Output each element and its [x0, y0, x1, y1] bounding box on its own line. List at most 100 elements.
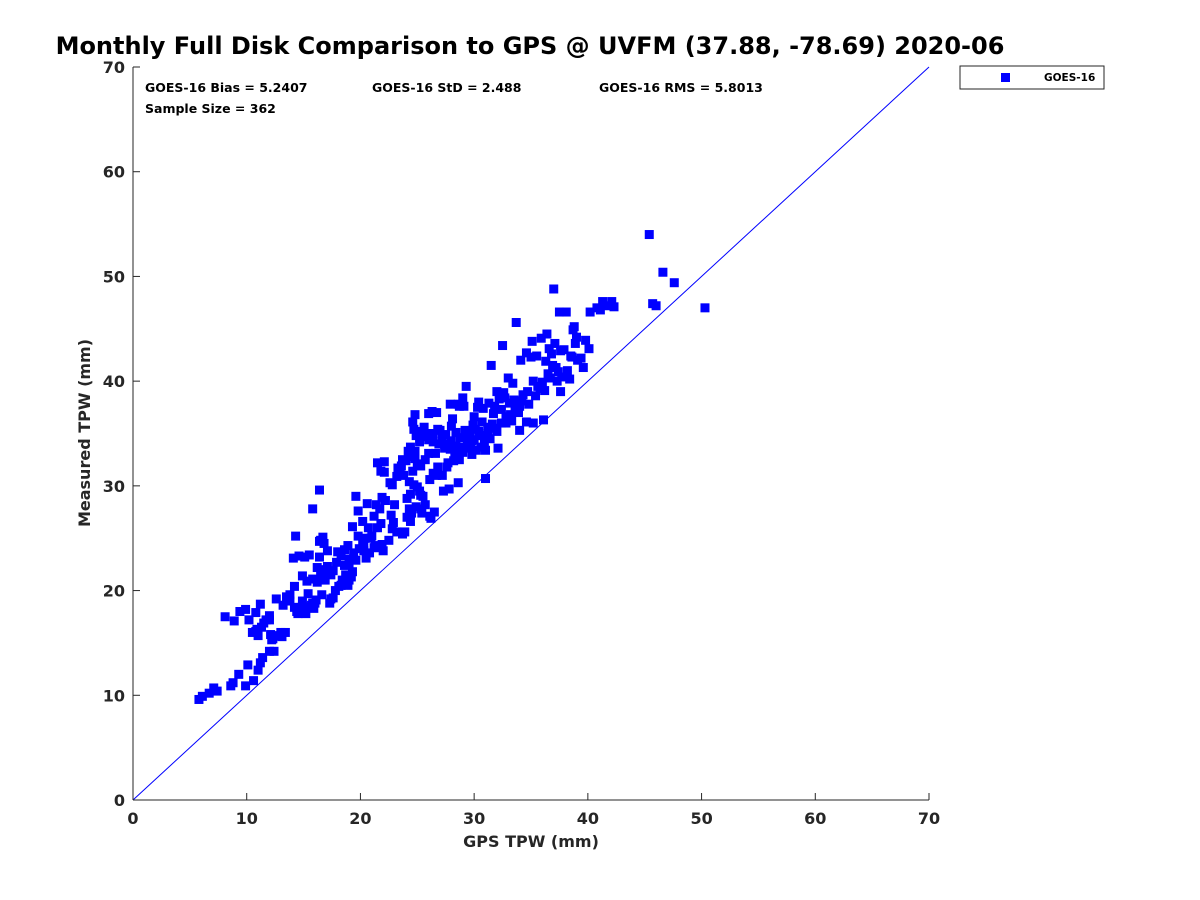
data-point — [410, 454, 420, 464]
legend-label: GOES-16 — [1044, 72, 1095, 84]
data-point — [328, 566, 338, 576]
data-point — [552, 376, 562, 386]
data-point — [276, 627, 286, 637]
data-point — [492, 387, 502, 397]
data-point — [528, 376, 538, 386]
data-point — [473, 402, 483, 412]
data-point — [585, 307, 595, 317]
data-point — [428, 437, 438, 447]
data-point — [448, 414, 458, 424]
data-point — [328, 593, 338, 603]
data-point — [380, 496, 390, 506]
data-point — [486, 360, 496, 370]
data-point — [561, 307, 571, 317]
data-point — [247, 627, 257, 637]
data-point — [372, 458, 382, 468]
data-point — [518, 390, 528, 400]
data-point — [405, 489, 415, 499]
data-point — [454, 455, 464, 465]
data-point — [405, 452, 415, 462]
data-point — [440, 443, 450, 453]
y-tick-label: 50 — [103, 267, 125, 286]
data-point — [501, 412, 511, 422]
data-point — [454, 401, 464, 411]
data-point — [527, 336, 537, 346]
data-point — [409, 424, 419, 434]
data-point — [535, 383, 545, 393]
data-point — [264, 611, 274, 621]
data-point — [496, 404, 506, 414]
data-point — [469, 412, 479, 422]
data-point — [363, 523, 373, 533]
data-point — [347, 567, 357, 577]
data-point — [384, 535, 394, 545]
data-point — [340, 560, 350, 570]
data-point — [609, 302, 619, 312]
data-point — [584, 344, 594, 354]
data-point — [578, 363, 588, 373]
data-point — [521, 417, 531, 427]
data-point — [341, 570, 351, 580]
data-point — [483, 422, 493, 432]
data-point — [302, 576, 312, 586]
data-point — [212, 686, 222, 696]
y-axis-label: Measured TPW (mm) — [75, 339, 94, 527]
data-point — [498, 341, 508, 351]
data-point — [349, 548, 359, 558]
data-point — [314, 552, 324, 562]
x-tick-label: 0 — [127, 809, 138, 828]
data-point — [477, 417, 487, 427]
data-point — [312, 577, 322, 587]
data-point — [513, 408, 523, 418]
data-point — [424, 448, 434, 458]
x-ticks-layer: 0 10 20 30 40 50 60 70 — [127, 793, 940, 828]
data-point — [253, 665, 263, 675]
data-point — [432, 470, 442, 480]
data-point — [499, 388, 509, 398]
data-point — [413, 426, 423, 436]
data-point — [426, 513, 436, 523]
data-point — [453, 478, 463, 488]
data-point — [526, 352, 536, 362]
data-point — [516, 355, 526, 365]
data-point — [550, 338, 560, 348]
data-point — [420, 429, 430, 438]
data-point — [362, 499, 372, 509]
data-point — [485, 434, 495, 444]
data-point — [360, 533, 370, 543]
data-point — [353, 531, 363, 541]
data-point — [234, 669, 244, 679]
data-point — [398, 455, 407, 465]
data-point — [320, 575, 330, 585]
data-point — [504, 398, 514, 408]
data-point — [314, 485, 324, 495]
data-point — [285, 596, 295, 606]
reference-line-layer — [132, 66, 930, 801]
data-point — [483, 429, 493, 438]
data-point — [557, 372, 567, 382]
data-point — [539, 415, 549, 425]
data-point — [570, 338, 580, 348]
data-point — [358, 540, 368, 549]
data-point — [325, 598, 335, 608]
data-point — [531, 391, 541, 401]
data-point — [333, 547, 343, 557]
data-point — [390, 500, 400, 510]
data-point — [294, 551, 304, 561]
legend-marker — [1001, 73, 1010, 82]
data-point — [417, 508, 427, 518]
data-point — [321, 567, 331, 577]
data-point — [467, 449, 477, 459]
data-point — [506, 410, 516, 420]
data-point — [310, 598, 320, 608]
data-point — [317, 565, 327, 575]
x-tick-label: 40 — [577, 809, 599, 828]
data-point — [500, 393, 510, 403]
data-point — [428, 429, 438, 438]
data-point — [536, 333, 546, 343]
data-point — [399, 470, 409, 480]
data-point — [419, 422, 429, 432]
y-tick-label: 0 — [114, 791, 125, 810]
data-point — [446, 436, 456, 446]
